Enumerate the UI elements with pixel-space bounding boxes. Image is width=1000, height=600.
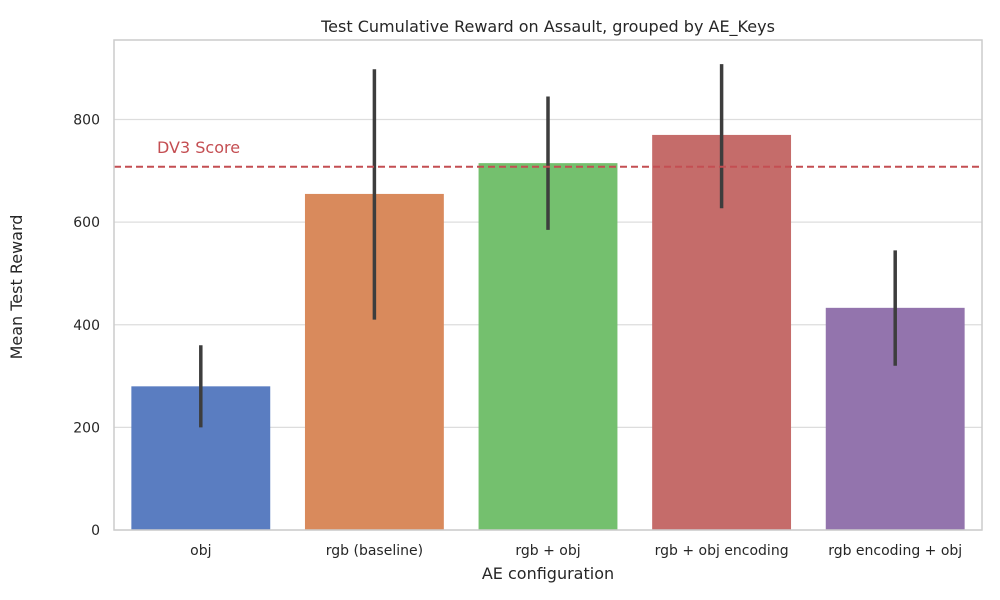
x-tick-label: rgb (baseline)	[326, 543, 423, 559]
x-tick-label: rgb encoding + obj	[828, 543, 962, 559]
chart-title: Test Cumulative Reward on Assault, group…	[320, 17, 775, 37]
reference-line-group: DV3 Score	[114, 138, 982, 168]
x-tick-labels: obj rgb (baseline) rgb + obj rgb + obj enco…	[190, 543, 962, 559]
y-axis-label: Mean Test Reward	[7, 215, 26, 360]
y-tick-labels: 0 200 400 600 800	[73, 113, 100, 539]
x-tick-label: rgb + obj encoding	[655, 543, 789, 559]
y-tick-label: 0	[91, 523, 100, 539]
y-tick-label: 200	[73, 420, 100, 436]
y-tick-label: 800	[73, 113, 100, 129]
reference-line-label: DV3 Score	[157, 138, 240, 157]
y-tick-label: 600	[73, 215, 100, 231]
error-bars	[199, 64, 897, 428]
bars	[131, 134, 965, 531]
y-tick-label: 400	[73, 318, 100, 334]
x-tick-label: obj	[190, 543, 211, 559]
x-axis-label: AE configuration	[482, 564, 614, 583]
x-tick-label: rgb + obj	[515, 543, 580, 559]
plot-frame	[113, 39, 983, 531]
